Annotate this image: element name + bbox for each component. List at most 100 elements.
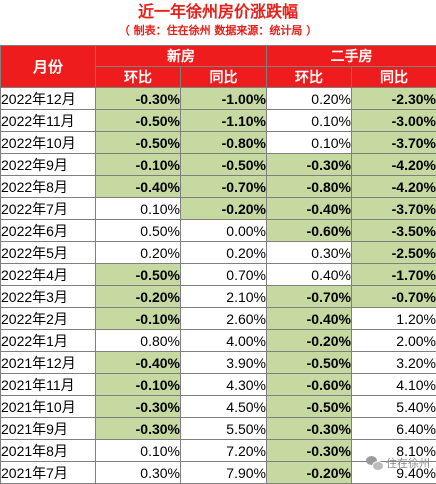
second-yoy-cell: -2.30% xyxy=(352,88,436,110)
new-mom-cell: -0.30% xyxy=(96,396,181,418)
new-yoy-cell: 7.20% xyxy=(181,440,267,462)
new-mom-cell: 0.10% xyxy=(96,198,181,220)
second-mom-cell: -0.30% xyxy=(267,440,352,462)
second-yoy-cell: 9.40% xyxy=(352,462,436,484)
second-yoy-cell: -2.50% xyxy=(352,242,436,264)
table-row: 2022年2月-0.10%2.60%-0.40%1.20% xyxy=(1,308,436,330)
new-yoy-cell: 4.00% xyxy=(181,330,267,352)
title-area: 近一年徐州房价涨跌幅 （ 制表：住在徐州 数据来源：统计局 ） xyxy=(0,0,436,44)
new-yoy-cell: 2.60% xyxy=(181,308,267,330)
new-yoy-cell: 5.50% xyxy=(181,418,267,440)
second-mom-cell: -0.40% xyxy=(267,198,352,220)
new-yoy-cell: 4.50% xyxy=(181,396,267,418)
price-change-table: 月份 新房 二手房 环比 同比 环比 同比 2022年12月-0.30%-1.0… xyxy=(0,45,436,484)
second-mom-header: 环比 xyxy=(267,67,352,88)
second-yoy-header: 同比 xyxy=(352,67,436,88)
second-mom-cell: 0.10% xyxy=(267,110,352,132)
month-cell: 2021年12月 xyxy=(1,352,96,374)
month-cell: 2021年9月 xyxy=(1,418,96,440)
second-yoy-cell: 2.00% xyxy=(352,330,436,352)
new-yoy-cell: -0.80% xyxy=(181,132,267,154)
second-mom-cell: -0.20% xyxy=(267,462,352,484)
month-cell: 2022年7月 xyxy=(1,198,96,220)
new-yoy-cell: 0.20% xyxy=(181,242,267,264)
new-mom-header: 环比 xyxy=(96,67,181,88)
second-mom-cell: 0.40% xyxy=(267,264,352,286)
new-mom-cell: -0.40% xyxy=(96,176,181,198)
second-mom-cell: -0.30% xyxy=(267,418,352,440)
new-mom-cell: 0.20% xyxy=(96,242,181,264)
month-cell: 2022年4月 xyxy=(1,264,96,286)
month-cell: 2022年9月 xyxy=(1,154,96,176)
table-row: 2022年10月-0.50%-0.80%0.10%-3.70% xyxy=(1,132,436,154)
table-row: 2021年12月-0.40%3.90%-0.50%3.20% xyxy=(1,352,436,374)
table-row: 2022年4月-0.50%0.70%0.40%-1.70% xyxy=(1,264,436,286)
new-mom-cell: 0.30% xyxy=(96,462,181,484)
second-mom-cell: -0.60% xyxy=(267,374,352,396)
table-body: 2022年12月-0.30%-1.00%0.20%-2.30%2022年11月-… xyxy=(1,88,436,484)
second-mom-cell: -0.60% xyxy=(267,220,352,242)
second-yoy-cell: -3.00% xyxy=(352,110,436,132)
new-mom-cell: -0.50% xyxy=(96,132,181,154)
page-title: 近一年徐州房价涨跌幅 xyxy=(0,2,436,22)
month-cell: 2022年11月 xyxy=(1,110,96,132)
second-yoy-cell: 6.40% xyxy=(352,418,436,440)
second-yoy-cell: 8.10% xyxy=(352,440,436,462)
new-yoy-cell: -1.00% xyxy=(181,88,267,110)
second-yoy-cell: -3.70% xyxy=(352,132,436,154)
new-yoy-cell: 2.10% xyxy=(181,286,267,308)
table-row: 2021年11月-0.10%4.30%-0.60%4.10% xyxy=(1,374,436,396)
new-yoy-cell: 0.00% xyxy=(181,220,267,242)
second-yoy-cell: 4.10% xyxy=(352,374,436,396)
table-row: 2021年10月-0.30%4.50%-0.50%5.40% xyxy=(1,396,436,418)
second-yoy-cell: -0.70% xyxy=(352,286,436,308)
new-mom-cell: -0.50% xyxy=(96,110,181,132)
new-mom-cell: -0.40% xyxy=(96,352,181,374)
second-mom-cell: 0.10% xyxy=(267,132,352,154)
page-subtitle: （ 制表：住在徐州 数据来源：统计局 ） xyxy=(0,23,436,39)
new-yoy-cell: -0.20% xyxy=(181,198,267,220)
second-yoy-cell: 3.20% xyxy=(352,352,436,374)
new-mom-cell: -0.30% xyxy=(96,418,181,440)
second-yoy-cell: -3.50% xyxy=(352,220,436,242)
second-mom-cell: -0.70% xyxy=(267,286,352,308)
second-mom-cell: -0.50% xyxy=(267,396,352,418)
second-mom-cell: -0.40% xyxy=(267,308,352,330)
second-yoy-cell: -1.70% xyxy=(352,264,436,286)
second-mom-cell: 0.20% xyxy=(267,88,352,110)
month-cell: 2022年2月 xyxy=(1,308,96,330)
second-yoy-cell: -4.20% xyxy=(352,154,436,176)
second-mom-cell: 0.30% xyxy=(267,242,352,264)
month-cell: 2021年11月 xyxy=(1,374,96,396)
new-yoy-cell: 0.70% xyxy=(181,264,267,286)
second-yoy-cell: 1.20% xyxy=(352,308,436,330)
second-mom-cell: -0.30% xyxy=(267,154,352,176)
month-cell: 2022年5月 xyxy=(1,242,96,264)
new-house-group-header: 新房 xyxy=(96,46,267,67)
new-yoy-cell: 7.90% xyxy=(181,462,267,484)
month-cell: 2022年1月 xyxy=(1,330,96,352)
new-yoy-cell: -1.10% xyxy=(181,110,267,132)
new-yoy-cell: 3.90% xyxy=(181,352,267,374)
month-column-header: 月份 xyxy=(1,46,96,88)
new-mom-cell: -0.10% xyxy=(96,308,181,330)
table-row: 2021年9月-0.30%5.50%-0.30%6.40% xyxy=(1,418,436,440)
new-yoy-cell: -0.70% xyxy=(181,176,267,198)
second-yoy-cell: -4.20% xyxy=(352,176,436,198)
new-mom-cell: 0.10% xyxy=(96,440,181,462)
second-mom-cell: -0.20% xyxy=(267,330,352,352)
second-mom-cell: -0.50% xyxy=(267,352,352,374)
month-cell: 2022年3月 xyxy=(1,286,96,308)
new-mom-cell: 0.80% xyxy=(96,330,181,352)
table-row: 2022年3月-0.20%2.10%-0.70%-0.70% xyxy=(1,286,436,308)
month-cell: 2022年10月 xyxy=(1,132,96,154)
new-yoy-cell: -0.50% xyxy=(181,154,267,176)
month-cell: 2022年6月 xyxy=(1,220,96,242)
new-mom-cell: -0.10% xyxy=(96,374,181,396)
